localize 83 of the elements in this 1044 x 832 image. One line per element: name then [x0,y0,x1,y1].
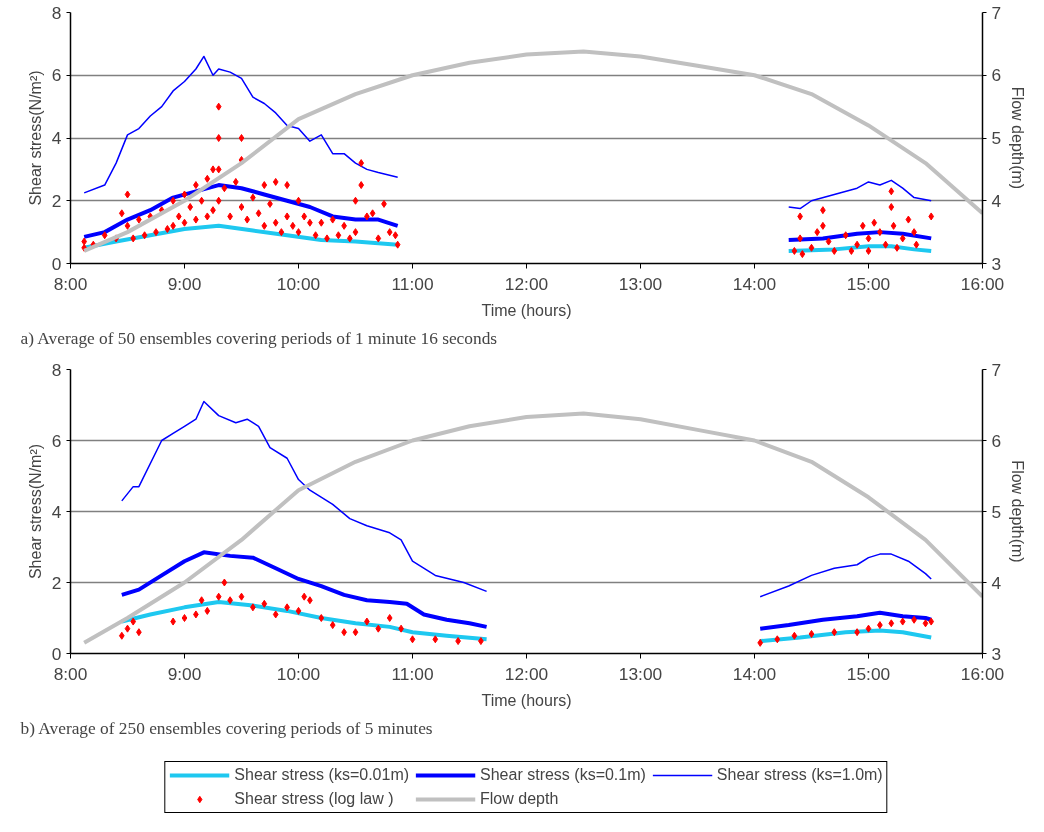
point [774,635,781,644]
x-axis-title: Time (hours) [481,301,572,319]
y2-tick-label: 4 [991,190,1002,211]
x-tick-label: 15:00 [846,273,891,294]
y-tick-label: 8 [51,2,62,23]
point [928,617,935,626]
x-tick-label: 11:00 [391,663,434,684]
point [432,635,439,644]
point [301,592,308,601]
point [272,610,279,619]
point [757,638,764,647]
x-tick-label: 13:00 [618,273,663,294]
x-tick-label: 8:00 [53,663,88,684]
y2-axis-title: Flow depth(m) [1009,86,1027,190]
point [352,628,359,637]
x-tick-label: 10:00 [276,663,321,684]
point [409,635,416,644]
legend-label: Flow depth [480,790,559,808]
point [261,599,268,608]
legend-label: Shear stress (ks=0.01m) [234,766,410,784]
point [124,624,131,633]
legend-label: Shear stress (log law ) [234,790,394,808]
y-tick-label: 0 [51,253,62,274]
x-tick-label: 12:00 [504,663,549,684]
y2-tick-label: 3 [991,643,1002,664]
y2-tick-label: 3 [991,253,1002,274]
y-tick-label: 4 [51,501,62,522]
y-axis-title: Shear stress(N/m²) [26,70,44,206]
y2-tick-label: 7 [991,2,1002,23]
point [865,624,872,633]
point [888,619,895,628]
y2-tick-label: 5 [991,128,1002,148]
x-tick-label: 9:00 [167,663,202,684]
x-tick-label: 8:00 [53,273,88,294]
y2-tick-label: 4 [991,572,1002,593]
x-tick-label: 15:00 [846,663,891,684]
line-series [82,49,983,253]
y2-tick-label: 6 [991,65,1002,86]
y-tick-label: 0 [51,643,62,664]
y-axis-title: Shear stress(N/m²) [26,443,44,580]
y2-tick-label: 7 [991,359,1002,380]
point [295,606,302,615]
y2-tick-label: 5 [991,501,1002,522]
x-tick-label: 13:00 [618,663,663,684]
y-tick-label: 2 [51,190,62,211]
y2-axis-title: Flow depth(m) [1009,460,1027,563]
point [215,592,222,601]
y2-tick-label: 6 [991,430,1002,451]
text: a) Average of 50 ensembles covering periods of 1 minute 16 seconds [20,328,498,348]
legend-label: Shear stress (ks=1.0m) [716,766,883,784]
point [791,631,798,640]
point [329,621,336,630]
y-tick-label: 4 [51,128,62,148]
x-tick-label: 16:00 [960,663,1005,684]
point [238,592,245,601]
point [130,617,137,626]
point [181,614,188,622]
x-tick-label: 14:00 [732,663,777,684]
x-tick-label: 14:00 [732,273,777,294]
x-tick-label: 10:00 [276,273,321,294]
point [204,606,211,615]
point [386,614,393,622]
point [221,578,228,587]
y-tick-label: 8 [51,359,62,380]
legend-label: Shear stress (ks=0.1m) [480,766,646,784]
x-axis-title: Time (hours) [481,691,572,709]
point [899,617,906,626]
text: b) Average of 250 ensembles covering periods of 5 minutes [20,718,433,738]
point [922,619,929,628]
point [118,631,125,640]
y-tick-label: 6 [51,430,62,451]
point [198,596,205,605]
point [808,629,815,638]
line-series [82,411,983,645]
x-tick-label: 11:00 [391,273,434,294]
point [375,624,382,633]
x-tick-label: 9:00 [167,273,202,294]
x-tick-label: 12:00 [504,273,549,294]
y-tick-label: 2 [51,572,62,593]
point [318,614,325,622]
y-tick-label: 6 [51,65,62,86]
point [831,628,838,637]
x-tick-label: 16:00 [960,273,1005,294]
